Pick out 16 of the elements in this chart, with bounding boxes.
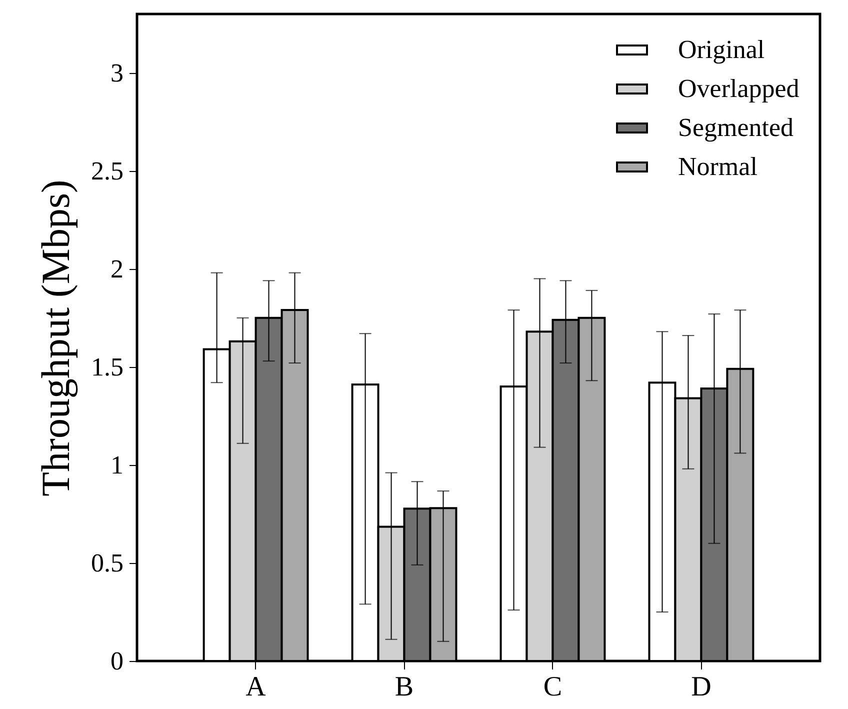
y-tick-label: 2.5 <box>91 156 124 186</box>
legend-label: Segmented <box>678 113 794 142</box>
y-tick-label: 3 <box>110 58 124 88</box>
y-tick-label: 2 <box>110 254 124 284</box>
y-tick-label: 0.5 <box>91 548 124 578</box>
legend-label: Overlapped <box>678 74 800 103</box>
y-axis-title: Throughput (Mbps) <box>33 180 78 496</box>
x-tick-label: C <box>543 672 562 702</box>
y-tick-label: 1.5 <box>91 352 124 382</box>
legend-label: Original <box>678 35 765 64</box>
x-tick-label: D <box>691 672 712 702</box>
x-tick-label: A <box>246 672 267 702</box>
legend-label: Normal <box>678 152 758 181</box>
x-tick-label: B <box>394 672 414 702</box>
y-tick-label: 0 <box>110 646 124 676</box>
y-tick-label: 1 <box>110 450 124 480</box>
